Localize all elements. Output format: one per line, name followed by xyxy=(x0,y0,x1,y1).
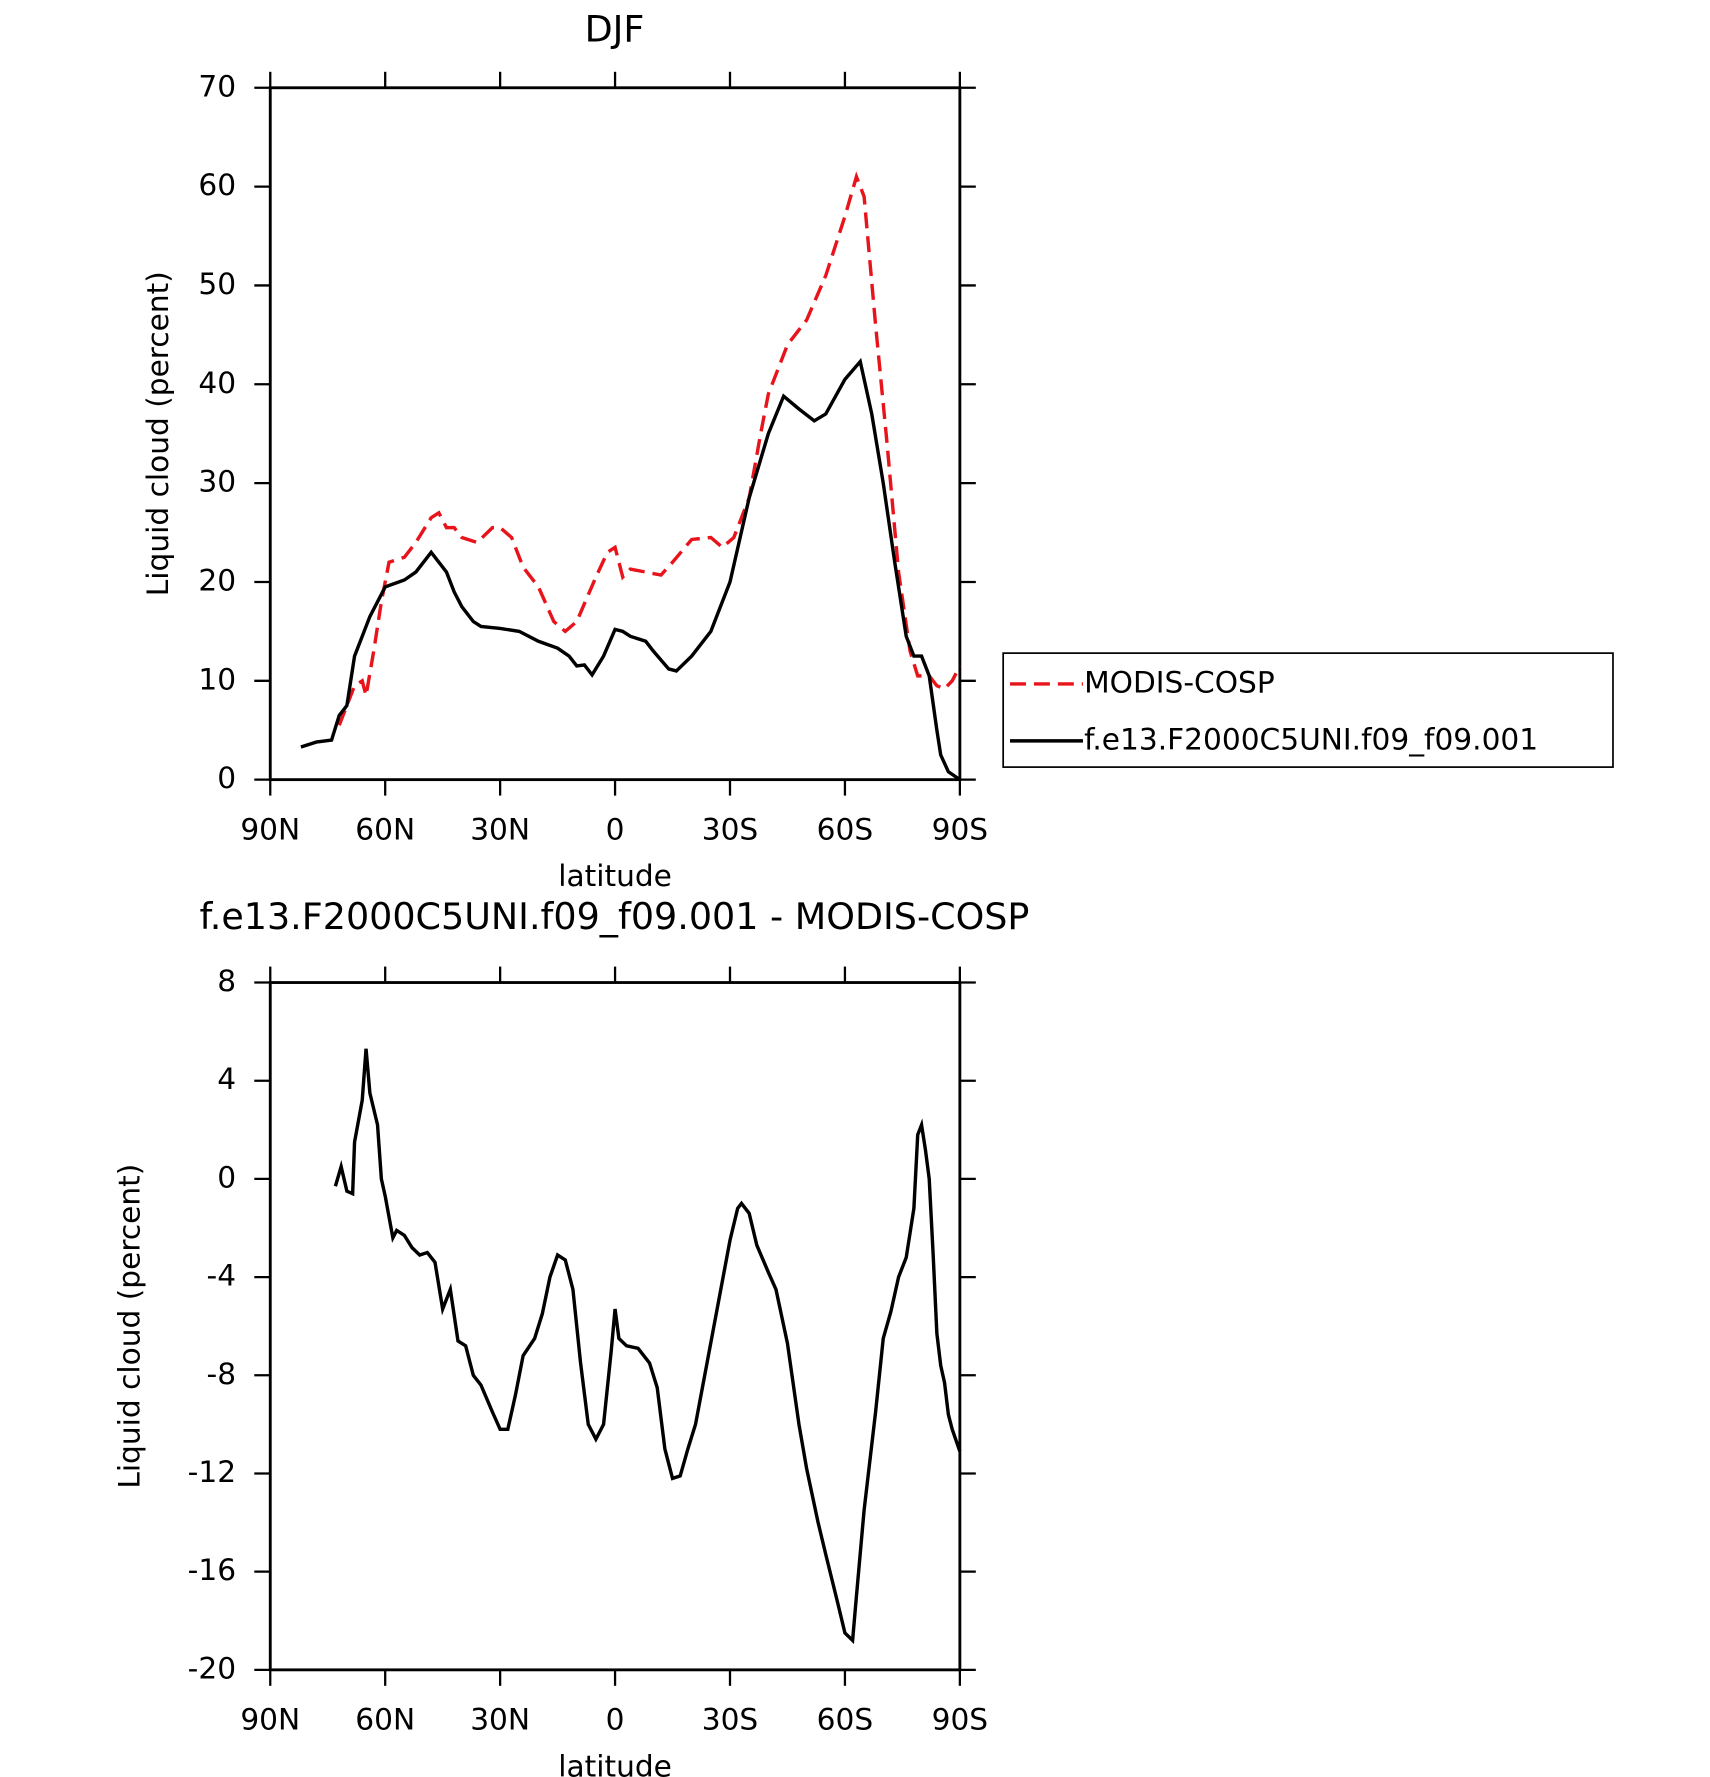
y-tick-label: 30 xyxy=(198,464,236,499)
x-tick-label: 60S xyxy=(817,1702,874,1737)
x-tick-label: 60N xyxy=(355,1702,415,1737)
y-tick-label: -8 xyxy=(207,1356,237,1391)
y-tick-label: 20 xyxy=(198,562,236,597)
y-tick-label: 40 xyxy=(198,365,236,400)
y-tick-label: 50 xyxy=(198,266,236,301)
data-line xyxy=(333,1048,962,1645)
y-axis-label: Liquid cloud (percent) xyxy=(112,1164,147,1489)
y-tick-label: -4 xyxy=(207,1258,237,1293)
y-tick-label: 70 xyxy=(198,68,236,103)
x-tick-label: 30S xyxy=(702,1702,759,1737)
x-tick-label: 30N xyxy=(470,1702,530,1737)
y-tick-label: -20 xyxy=(188,1650,236,1685)
y-tick-label: 60 xyxy=(198,167,236,202)
x-tick-label: 90S xyxy=(932,1702,989,1737)
x-tick-label: 60S xyxy=(817,811,874,846)
x-tick-label: 90N xyxy=(240,811,300,846)
chart-title: DJF xyxy=(585,7,645,50)
y-tick-label: -12 xyxy=(188,1454,236,1489)
x-tick-label: 0 xyxy=(606,1702,625,1737)
y-axis-label: Liquid cloud (percent) xyxy=(140,271,175,596)
x-tick-label: 90N xyxy=(240,1702,300,1737)
x-tick-label: 90S xyxy=(932,811,989,846)
y-tick-label: -16 xyxy=(188,1552,236,1587)
legend-label: MODIS-COSP xyxy=(1084,664,1275,699)
y-tick-label: 4 xyxy=(217,1061,236,1096)
y-tick-label: 10 xyxy=(198,661,236,696)
x-tick-label: 30N xyxy=(470,811,530,846)
y-tick-label: 0 xyxy=(217,760,236,795)
x-tick-label: 0 xyxy=(606,811,625,846)
data-line xyxy=(300,357,961,782)
x-tick-label: 30S xyxy=(702,811,759,846)
x-tick-label: 60N xyxy=(355,811,415,846)
chart-title: f.e13.F2000C5UNI.f09_f09.001 - MODIS-COS… xyxy=(200,895,1030,938)
legend-label: f.e13.F2000C5UNI.f09_f09.001 xyxy=(1084,721,1538,756)
x-axis-label: latitude xyxy=(558,858,672,893)
legend-box xyxy=(1002,652,1614,768)
y-tick-label: 0 xyxy=(217,1159,236,1194)
plot-frame xyxy=(268,86,962,782)
x-axis-label: latitude xyxy=(558,1748,672,1777)
y-tick-label: 8 xyxy=(217,963,236,998)
data-line xyxy=(337,171,962,726)
